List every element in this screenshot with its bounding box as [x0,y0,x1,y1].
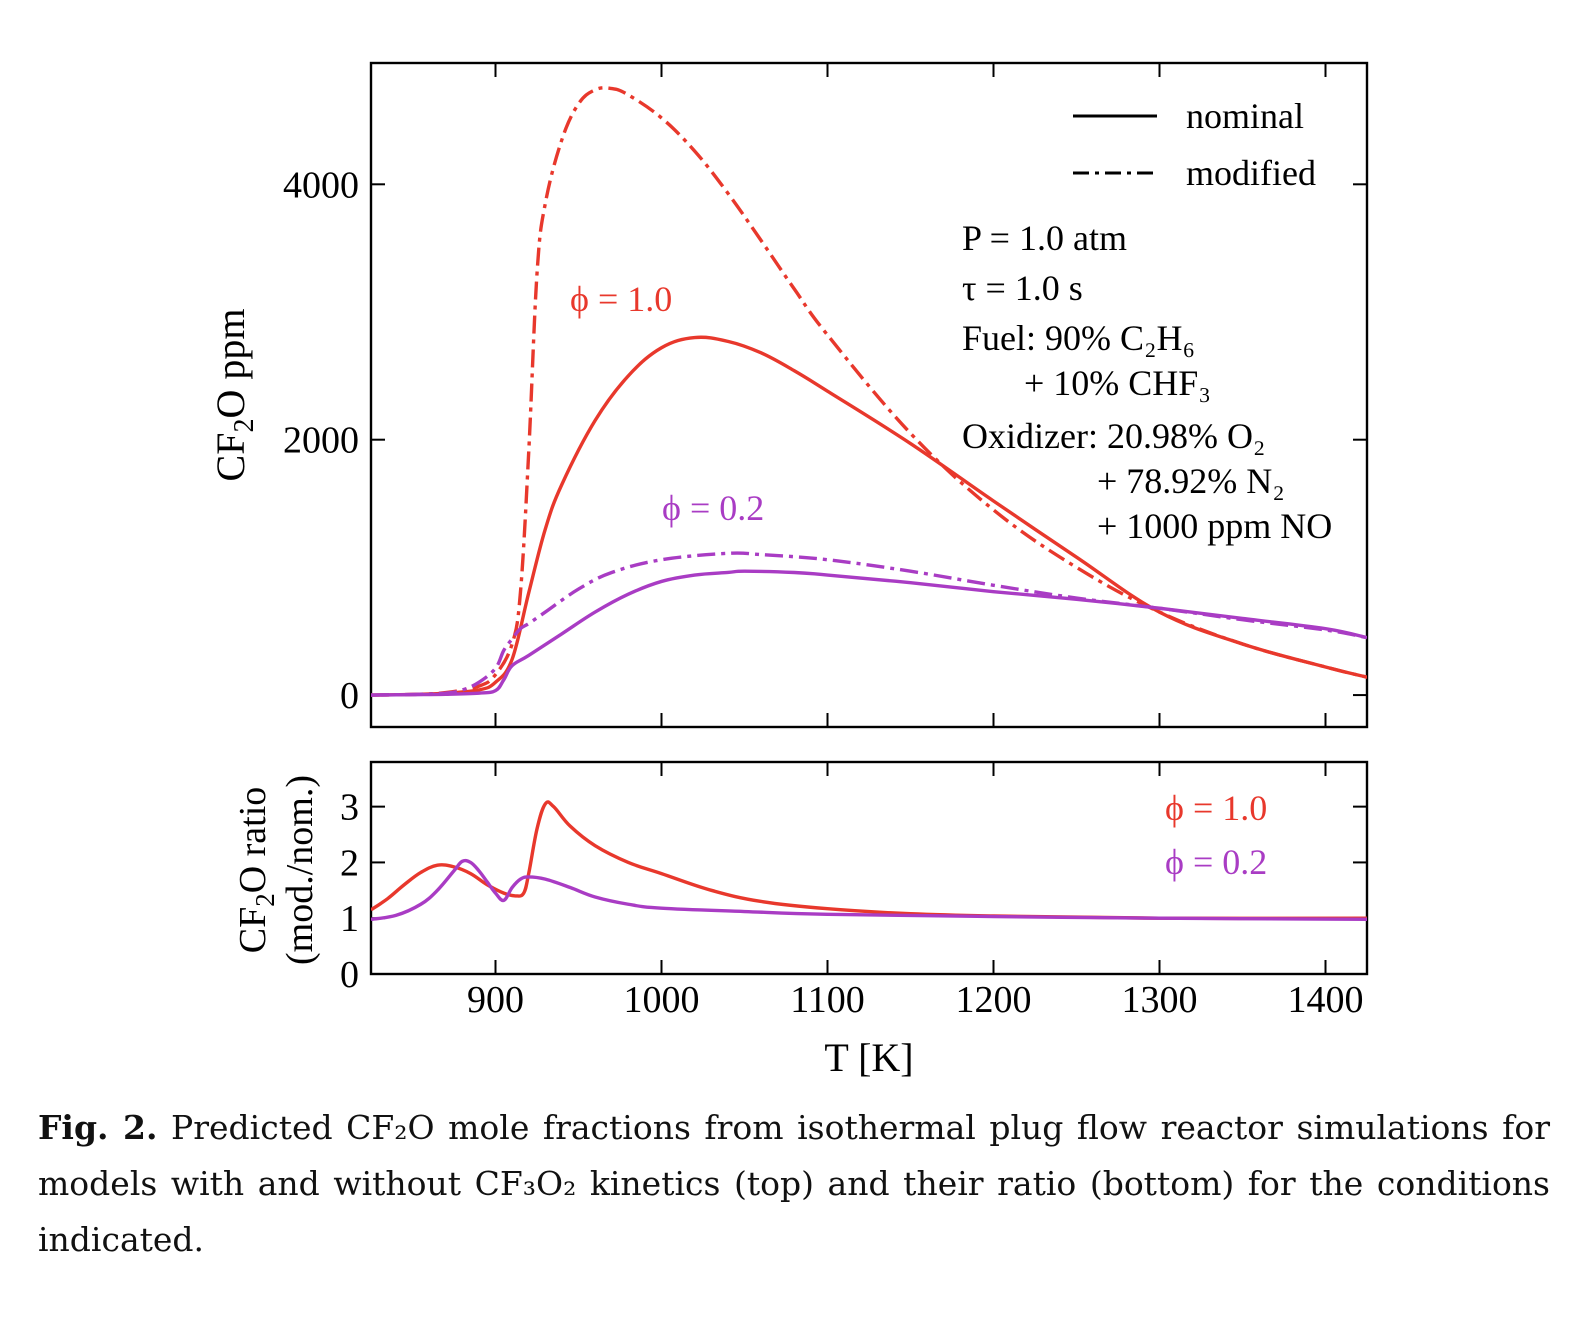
top-series-phi-1-0-modified [371,86,1367,697]
bottom-series-group [371,800,1367,922]
condition-oxidizer-2: + 78.92% N₂ [1097,461,1285,501]
bottom-series-phi-0-2 [371,858,1367,922]
conditions-block: P = 1.0 atm τ = 1.0 s Fuel: 90% C₂H₆ + 1… [962,218,1332,546]
bottom-y-tick-labels: 0 1 2 3 [340,787,359,996]
x-tick-label: 1000 [624,979,700,1021]
figure: 0 2000 4000 CF2O ppm nominal modified P = … [208,61,1369,1080]
top-y-tick-labels: 0 2000 4000 [283,164,359,717]
x-tick-labels: 900 1000 1100 1200 1300 1400 [467,979,1364,1021]
x-tick-label: 1400 [1288,979,1364,1021]
top-y-tick-label: 0 [340,675,359,717]
bottom-annotation-phi-1: ϕ = 1.0 [1165,788,1267,828]
top-panel: 0 2000 4000 CF2O ppm nominal modified P = … [208,61,1369,729]
top-y-tick-label: 4000 [283,164,359,206]
top-y-tick-label: 2000 [283,420,359,462]
x-tick-label: 1200 [956,979,1032,1021]
bottom-y-axis-label-line2: (mod./nom.) [279,775,321,965]
condition-fuel: Fuel: 90% C₂H₆ [962,318,1195,358]
top-annotation-phi-1: ϕ = 1.0 [570,279,672,319]
x-tick-label: 1300 [1122,979,1198,1021]
top-series-group [371,86,1367,697]
x-tick-label: 900 [467,979,524,1021]
condition-fuel-2: + 10% CHF₃ [1024,363,1211,403]
caption-label: Fig. 2. [38,1108,158,1147]
bottom-y-tick-label: 3 [340,787,359,829]
bottom-y-tick-label: 2 [340,842,359,884]
top-series-phi-0-2-modified [371,551,1367,697]
condition-pressure: P = 1.0 atm [962,218,1127,258]
bottom-y-tick-label: 1 [340,898,359,940]
bottom-y-tick-label: 0 [340,954,359,996]
x-axis-label: T [K] [824,1035,913,1080]
legend-modified-label: modified [1186,153,1316,193]
condition-oxidizer: Oxidizer: 20.98% O₂ [962,416,1266,456]
legend: nominal modified [1073,96,1316,193]
bottom-y-axis-label: CF2O ratio [232,787,280,954]
top-plot-frame [369,61,1369,729]
condition-residence-time: τ = 1.0 s [962,268,1083,308]
top-series-phi-1-0-nominal [371,335,1367,697]
legend-nominal-label: nominal [1186,96,1304,136]
condition-oxidizer-3: + 1000 ppm NO [1097,506,1332,546]
caption-text: Predicted CF₂O mole fractions from isoth… [38,1108,1550,1259]
x-tick-label: 1100 [790,979,865,1021]
bottom-annotation-phi-0-2: ϕ = 0.2 [1165,842,1267,882]
top-y-axis-label: CF2O ppm [208,309,260,482]
top-annotation-phi-0-2: ϕ = 0.2 [662,488,764,528]
figure-caption: Fig. 2. Predicted CF₂O mole fractions fr… [38,1100,1550,1268]
bottom-plot-frame [369,760,1369,976]
